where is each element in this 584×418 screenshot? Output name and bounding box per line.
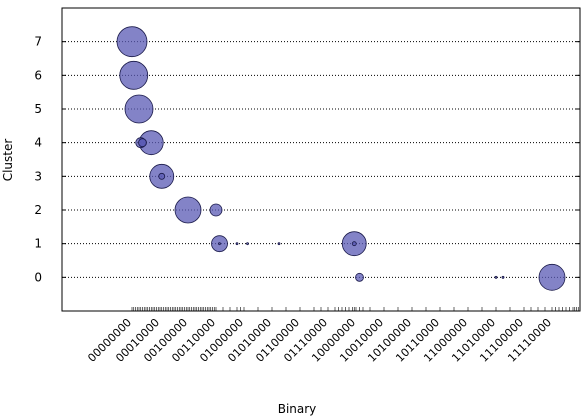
- data-point: [501, 275, 505, 279]
- data-point: [138, 138, 147, 148]
- y-tick-label: 3: [34, 169, 42, 183]
- data-point: [218, 242, 221, 246]
- y-tick-label: 1: [34, 237, 42, 251]
- data-point: [538, 263, 566, 291]
- data-point: [246, 242, 249, 246]
- y-tick-label: 2: [34, 203, 42, 217]
- x-axis-label: Binary: [278, 402, 317, 416]
- data-point: [158, 172, 166, 180]
- data-point: [116, 26, 148, 58]
- y-tick-label: 0: [34, 270, 42, 284]
- data-point: [494, 275, 498, 279]
- y-tick-label: 4: [34, 136, 42, 150]
- plot-frame: [61, 7, 581, 312]
- data-point: [355, 272, 364, 282]
- data-point: [174, 196, 202, 224]
- y-axis-label: Cluster: [1, 139, 15, 182]
- data-point: [124, 94, 154, 124]
- grid-lines: [62, 41, 580, 278]
- y-axis-ticks: 0 1 2 3 4 5 6 7: [34, 35, 580, 284]
- data-point: [119, 60, 149, 90]
- data-point: [235, 242, 239, 246]
- y-tick-label: 5: [34, 102, 42, 116]
- x-axis-ticks: 0000000000010000001000000011000001000000…: [85, 307, 579, 365]
- data-point: [351, 241, 357, 247]
- y-tick-label: 6: [34, 68, 42, 82]
- plot-background: [62, 8, 580, 311]
- y-tick-label: 7: [34, 35, 42, 49]
- data-points: [116, 26, 566, 291]
- data-point: [277, 242, 281, 246]
- data-point: [209, 203, 223, 217]
